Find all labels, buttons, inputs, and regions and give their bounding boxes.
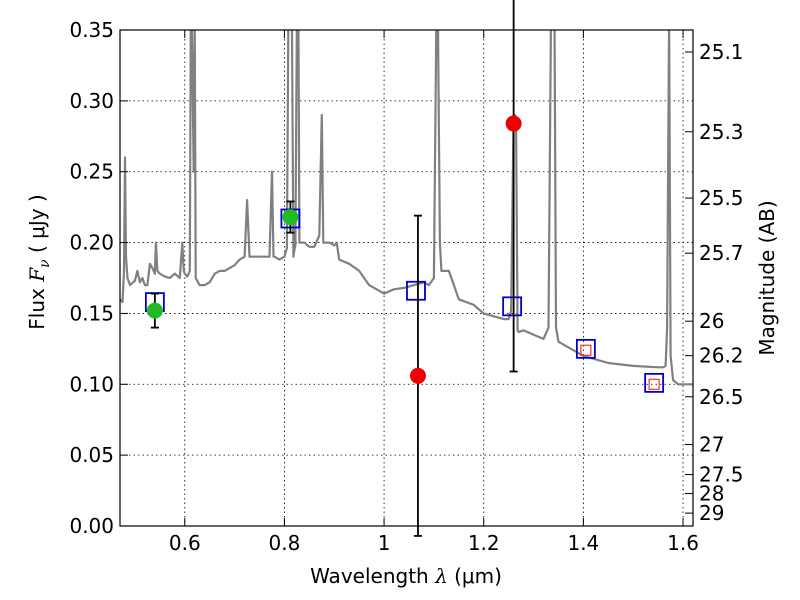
y-tick-label: 0.30 — [69, 89, 114, 113]
y-tick-label: 0.25 — [69, 160, 114, 184]
y2-tick-label: 28 — [699, 482, 724, 506]
data-point-marker — [505, 115, 522, 132]
grid — [120, 29, 693, 527]
axis-ticks: 0.6 0.8 1 1.2 1.4 1.6 0.00 0.05 0.10 0.15 0.20 0.25… — [69, 18, 743, 555]
y2-tick-label: 25.7 — [699, 241, 744, 265]
y2-tick-label: 25.1 — [699, 40, 744, 64]
y2-tick-label: 25.5 — [699, 186, 744, 210]
data-point-marker — [409, 367, 426, 384]
x-tick-label: 0.6 — [169, 531, 201, 555]
limit-square-marker — [580, 344, 592, 356]
x-tick-label: 0.8 — [269, 531, 301, 555]
model-square-marker — [575, 338, 596, 359]
y-tick-label: 0.00 — [69, 514, 114, 538]
plot-area — [120, 30, 693, 386]
model-square-marker — [406, 280, 426, 301]
y2-tick-label: 29 — [699, 501, 724, 525]
plot-frame — [119, 29, 694, 527]
y-tick-label: 0.35 — [69, 18, 114, 42]
y-tick-label: 0.15 — [69, 301, 114, 325]
y2-tick-label: 27.5 — [699, 463, 744, 487]
x-tick-label: 1 — [378, 531, 391, 555]
data-point-marker — [146, 302, 163, 319]
y2-tick-label: 27 — [699, 433, 724, 457]
y2-axis-label: Magnitude (AB) — [755, 200, 779, 355]
model-square-marker — [644, 372, 665, 393]
y2-tick-label: 25.3 — [699, 120, 744, 144]
model-square-marker — [502, 296, 523, 317]
y-axis-label: Flux Fν ( μJy ) — [25, 194, 53, 329]
y-tick-label: 0.10 — [69, 372, 114, 396]
error-bars — [144, 0, 665, 537]
y2-tick-label: 26.2 — [699, 344, 744, 368]
spectrum-line — [120, 30, 693, 386]
y-tick-label: 0.05 — [69, 443, 114, 467]
x-tick-label: 1.2 — [468, 531, 500, 555]
y2-tick-label: 26.5 — [699, 385, 744, 409]
y2-tick-label: 26 — [699, 309, 724, 333]
y-tick-label: 0.20 — [69, 231, 114, 255]
data-point-marker — [282, 209, 299, 226]
limit-square-marker — [648, 378, 660, 390]
x-tick-label: 1.6 — [667, 531, 699, 555]
x-axis-label: Wavelength λ (μm) — [310, 564, 502, 588]
x-tick-label: 1.4 — [567, 531, 599, 555]
